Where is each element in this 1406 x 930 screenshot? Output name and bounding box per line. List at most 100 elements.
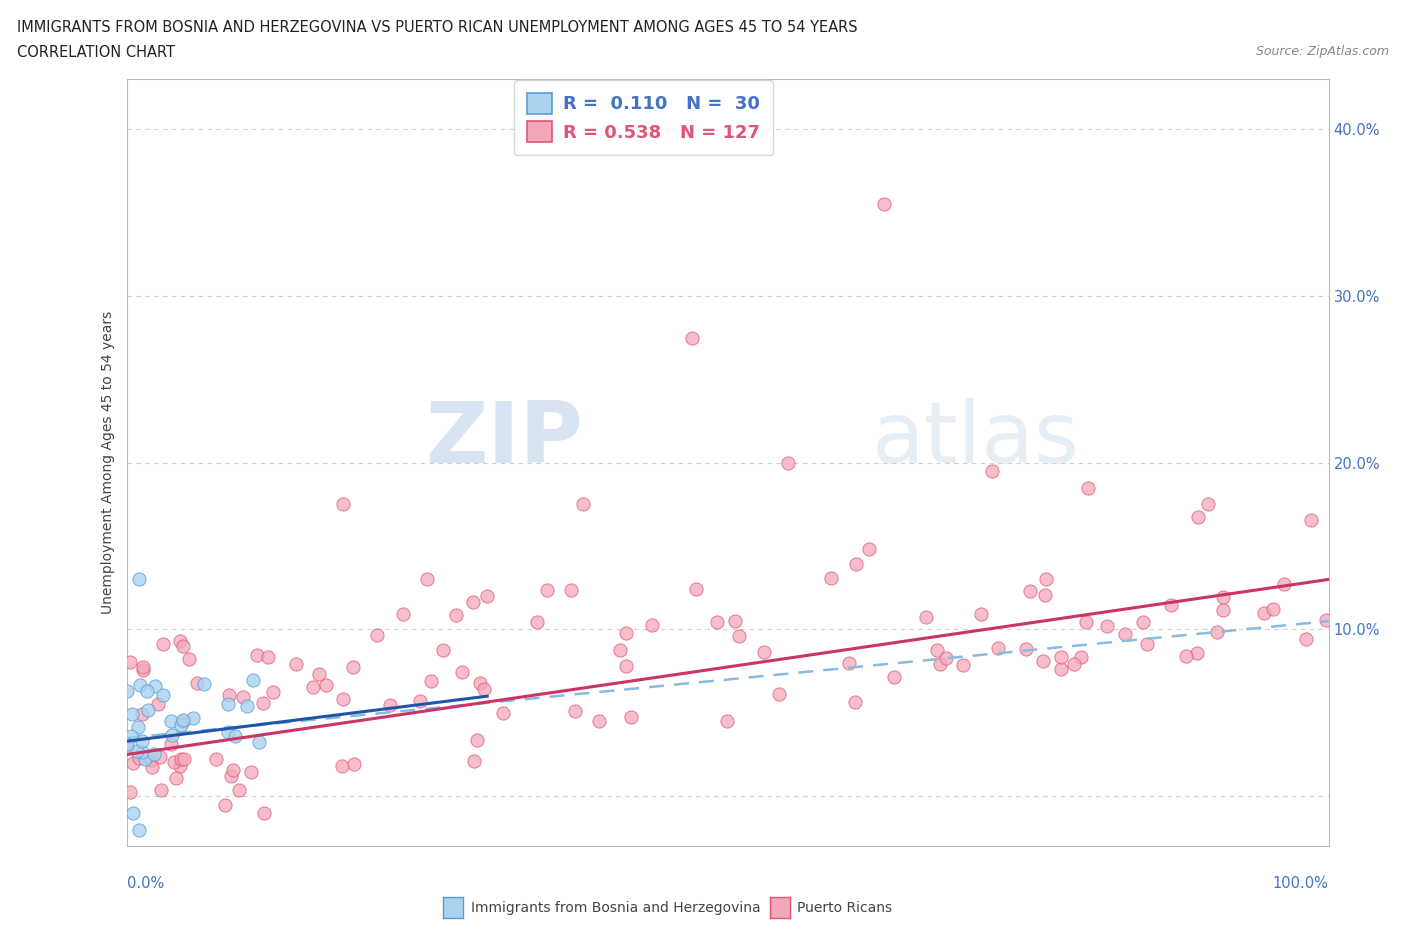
Point (1035, 572, 1057, 587)
Text: Source: ZipAtlas.com: Source: ZipAtlas.com (1256, 45, 1389, 58)
Point (160, 728, 183, 743)
Point (1049, 662, 1071, 677)
Point (218, 687, 240, 702)
Point (1049, 649, 1071, 664)
Point (342, 660, 364, 675)
Point (1315, 612, 1337, 627)
Point (380, 698, 402, 712)
Point (160, 737, 183, 751)
Point (131, 707, 153, 722)
Point (1076, 614, 1098, 629)
Point (172, 639, 194, 654)
Point (925, 643, 948, 658)
Point (128, 751, 150, 765)
Point (179, 652, 201, 667)
Point (242, 672, 264, 687)
Point (463, 753, 485, 768)
Point (146, 697, 169, 711)
Point (987, 640, 1010, 655)
Point (135, 684, 157, 698)
Point (935, 651, 957, 666)
Point (224, 728, 246, 743)
Point (262, 684, 284, 699)
Point (246, 647, 269, 662)
Point (169, 759, 191, 774)
Point (432, 643, 454, 658)
Point (620, 710, 643, 724)
Point (560, 582, 582, 597)
Point (391, 606, 413, 621)
Legend: R =  0.110   N =  30, R = 0.538   N = 127: R = 0.110 N = 30, R = 0.538 N = 127 (515, 80, 773, 154)
Point (186, 675, 208, 690)
Point (463, 594, 485, 609)
Point (343, 757, 366, 772)
Point (165, 771, 187, 786)
Point (214, 797, 236, 812)
Point (252, 805, 274, 820)
Point (614, 658, 637, 673)
Point (240, 764, 263, 779)
Point (768, 686, 790, 701)
Text: 0.0%: 0.0% (127, 876, 163, 891)
Point (409, 694, 432, 709)
Point (883, 670, 905, 684)
Point (330, 759, 353, 774)
Point (1272, 577, 1295, 591)
Point (1212, 603, 1234, 618)
Point (858, 541, 880, 556)
Text: atlas: atlas (872, 398, 1080, 481)
Point (332, 692, 354, 707)
Point (475, 589, 498, 604)
Point (120, 729, 142, 744)
Point (121, 756, 143, 771)
Point (952, 658, 974, 672)
Point (217, 697, 239, 711)
Point (1070, 649, 1092, 664)
Point (1253, 605, 1275, 620)
Point (1132, 615, 1154, 630)
Point (752, 644, 775, 659)
Text: ZIP: ZIP (426, 398, 583, 481)
Point (572, 497, 595, 512)
Point (149, 750, 172, 764)
Point (204, 751, 226, 766)
Point (1033, 588, 1056, 603)
Point (121, 707, 143, 722)
Point (1175, 648, 1198, 663)
Point (247, 734, 270, 749)
Point (131, 734, 153, 749)
Text: Puerto Ricans: Puerto Ricans (797, 900, 893, 915)
Point (873, 197, 896, 212)
Text: Immigrants from Bosnia and Herzegovina: Immigrants from Bosnia and Herzegovina (471, 900, 761, 915)
Point (838, 656, 860, 671)
Point (143, 746, 166, 761)
Point (609, 643, 631, 658)
Point (1032, 654, 1054, 669)
Point (1187, 645, 1209, 660)
Point (134, 751, 156, 766)
Point (1212, 590, 1234, 604)
Point (1295, 632, 1317, 647)
Point (929, 657, 952, 671)
Point (128, 572, 150, 587)
Point (981, 463, 1004, 478)
Point (1114, 627, 1136, 642)
Point (492, 705, 515, 720)
Point (136, 702, 159, 717)
Point (1160, 597, 1182, 612)
Point (222, 763, 245, 777)
Text: CORRELATION CHART: CORRELATION CHART (17, 45, 174, 60)
Point (128, 822, 150, 837)
Y-axis label: Unemployment Among Ages 45 to 54 years: Unemployment Among Ages 45 to 54 years (101, 311, 115, 615)
Point (170, 718, 193, 733)
Point (193, 676, 215, 691)
Point (616, 625, 638, 640)
Point (641, 618, 664, 632)
Point (526, 615, 548, 630)
Point (160, 713, 183, 728)
Point (152, 636, 174, 651)
Point (915, 609, 938, 624)
Point (132, 662, 155, 677)
Point (252, 696, 274, 711)
Point (149, 782, 172, 797)
